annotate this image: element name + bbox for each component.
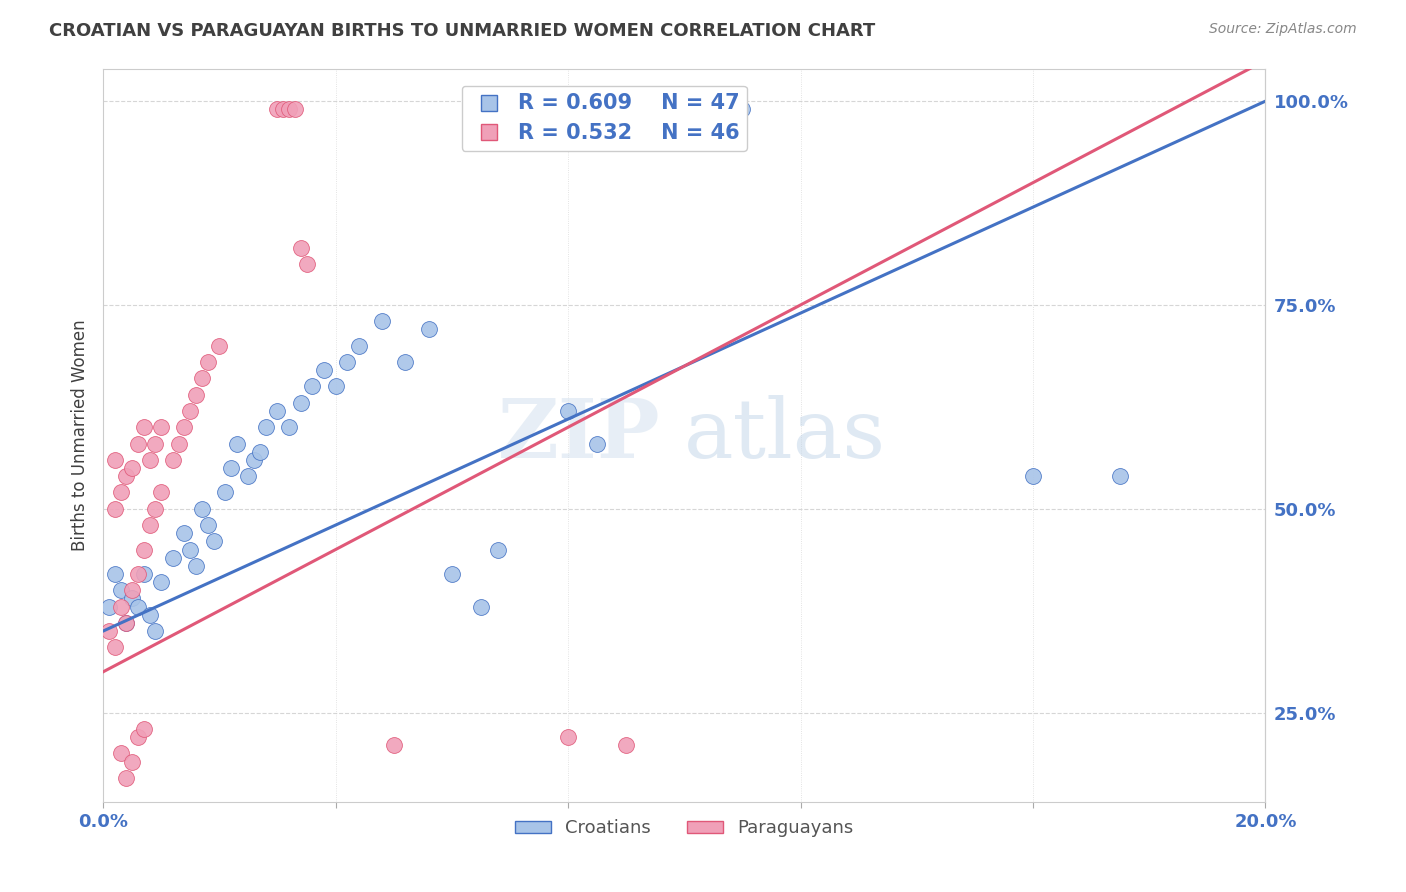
Point <box>121 461 143 475</box>
Point <box>266 404 288 418</box>
Point <box>110 583 132 598</box>
Point <box>470 599 492 614</box>
Point <box>191 501 214 516</box>
Point <box>179 404 201 418</box>
Point <box>219 461 242 475</box>
Text: CROATIAN VS PARAGUAYAN BIRTHS TO UNMARRIED WOMEN CORRELATION CHART: CROATIAN VS PARAGUAYAN BIRTHS TO UNMARRI… <box>49 22 876 40</box>
Point <box>121 591 143 606</box>
Point <box>197 518 219 533</box>
Point <box>173 420 195 434</box>
Point <box>418 322 440 336</box>
Point <box>115 615 138 630</box>
Point <box>557 404 579 418</box>
Point <box>97 599 120 614</box>
Point <box>132 566 155 581</box>
Point <box>271 103 294 117</box>
Point <box>312 363 335 377</box>
Point <box>1022 469 1045 483</box>
Point <box>110 599 132 614</box>
Point <box>104 566 127 581</box>
Point <box>115 615 138 630</box>
Point <box>202 534 225 549</box>
Point <box>254 420 277 434</box>
Point <box>167 436 190 450</box>
Point <box>197 355 219 369</box>
Point <box>290 241 312 255</box>
Point <box>132 542 155 557</box>
Point <box>138 453 160 467</box>
Point <box>97 624 120 638</box>
Point <box>150 485 173 500</box>
Point <box>173 526 195 541</box>
Point <box>278 103 301 117</box>
Point <box>191 371 214 385</box>
Point <box>145 436 167 450</box>
Point <box>486 542 509 557</box>
Point <box>150 575 173 590</box>
Y-axis label: Births to Unmarried Women: Births to Unmarried Women <box>72 319 89 551</box>
Point <box>440 566 463 581</box>
Point <box>673 103 696 117</box>
Point <box>371 314 394 328</box>
Point <box>127 730 149 744</box>
Point <box>225 436 247 450</box>
Point <box>184 387 207 401</box>
Point <box>110 485 132 500</box>
Point <box>325 379 347 393</box>
Point <box>290 396 312 410</box>
Text: Source: ZipAtlas.com: Source: ZipAtlas.com <box>1209 22 1357 37</box>
Point <box>557 730 579 744</box>
Point <box>295 257 318 271</box>
Point <box>104 501 127 516</box>
Point <box>238 469 260 483</box>
Point <box>249 444 271 458</box>
Point <box>121 583 143 598</box>
Point <box>138 607 160 622</box>
Text: atlas: atlas <box>685 395 886 475</box>
Point <box>702 103 724 117</box>
Point <box>644 103 666 117</box>
Point <box>121 755 143 769</box>
Point <box>110 747 132 761</box>
Point <box>586 436 609 450</box>
Point <box>150 420 173 434</box>
Point <box>336 355 359 369</box>
Point <box>301 379 323 393</box>
Point <box>179 542 201 557</box>
Point <box>115 771 138 785</box>
Point <box>382 738 405 752</box>
Point <box>214 485 236 500</box>
Point <box>266 103 288 117</box>
Point <box>394 355 416 369</box>
Point <box>184 558 207 573</box>
Point <box>243 453 266 467</box>
Point <box>731 103 754 117</box>
Point <box>208 339 231 353</box>
Text: ZIP: ZIP <box>499 395 661 475</box>
Point <box>138 518 160 533</box>
Point <box>132 722 155 736</box>
Point <box>145 624 167 638</box>
Point <box>115 469 138 483</box>
Point <box>162 453 184 467</box>
Point <box>104 453 127 467</box>
Point <box>278 420 301 434</box>
Point <box>127 599 149 614</box>
Point <box>127 566 149 581</box>
Point <box>104 640 127 655</box>
Point <box>162 550 184 565</box>
Point <box>127 436 149 450</box>
Point <box>132 420 155 434</box>
Point <box>145 501 167 516</box>
Point <box>347 339 370 353</box>
Point <box>1109 469 1132 483</box>
Point <box>614 738 637 752</box>
Legend: Croatians, Paraguayans: Croatians, Paraguayans <box>508 812 860 845</box>
Point <box>284 103 307 117</box>
